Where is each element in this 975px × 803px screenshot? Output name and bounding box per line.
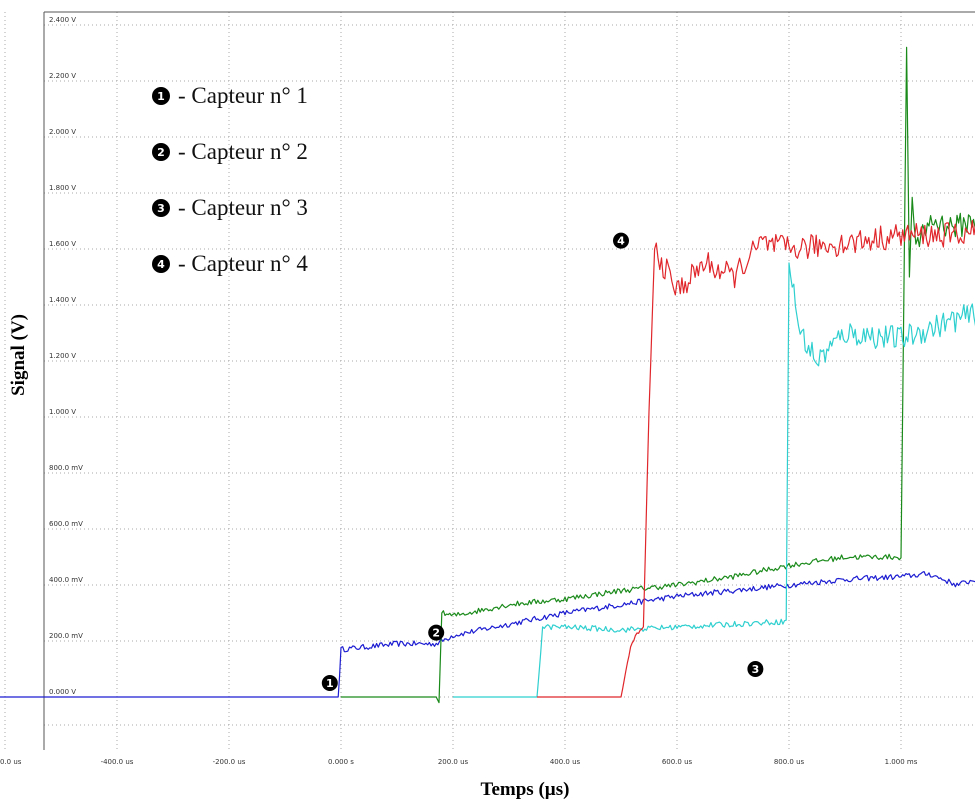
legend-label: - Capteur n° 2 [178,139,308,164]
y-tick-label-1: 200.0 mV [49,632,83,640]
x-tick-label-1: -600.0 us [0,758,22,766]
legend-badge-circle [152,87,170,105]
y-tick-label-6: 1.200 V [49,352,76,360]
legend-entry-4: 4 - Capteur n° 4 [152,251,308,276]
y-tick-label-10: 2.000 V [49,128,76,136]
series-line-3 [453,262,975,698]
series-line-4 [537,220,975,698]
x-tick-label-2: -400.0 us [101,758,134,766]
y-tick-label-11: 2.200 V [49,72,76,80]
legend-badge-circle [152,199,170,217]
annotation-badge-number: 1 [326,677,334,690]
y-tick-label-9: 1.800 V [49,184,76,192]
x-axis-title: Temps (µs) [481,779,570,800]
y-tick-label-8: 1.600 V [49,240,76,248]
legend-label: - Capteur n° 3 [178,195,308,220]
legend-label: - Capteur n° 4 [178,251,308,276]
legend-badge-number: 1 [157,90,165,103]
annotation-badge-3: 3 [747,661,764,677]
y-tick-label-4: 800.0 mV [49,464,83,472]
annotation-badge-circle [321,675,338,691]
annotation-badge-number: 4 [617,235,625,248]
series-lines [0,46,975,704]
y-axis-title: Signal (V) [8,314,29,396]
annotation-badge-number: 3 [752,663,760,676]
annotation-badge-1: 1 [321,675,338,691]
x-tick-label-8: 800.0 us [774,758,805,766]
x-tick-labels: .0 us-600.0 us-400.0 us-200.0 us0.000 s2… [0,758,918,766]
x-tick-label-4: 0.000 s [328,758,354,766]
annotation-badge-circle [428,624,445,641]
legend-entry-1: 1 - Capteur n° 1 [152,83,308,108]
legend-badge-number: 2 [157,146,165,159]
annotation-badge-2: 2 [428,624,445,641]
annotation-badge-number: 2 [432,627,440,640]
legend-badge-number: 4 [157,258,165,271]
x-tick-label-3: -200.0 us [213,758,246,766]
legend-entry-3: 3 - Capteur n° 3 [152,195,308,220]
legend-badge-circle [152,255,170,273]
annotation-badge-circle [747,661,764,677]
axes [43,11,975,750]
legend-badge-circle [152,143,170,161]
legend-entry-2: 2 - Capteur n° 2 [152,139,308,164]
y-tick-label-12: 2.400 V [49,16,76,24]
grid [4,12,975,750]
annotation-badge-4: 4 [613,232,629,249]
y-tick-label-5: 1.000 V [49,408,76,416]
y-tick-label-0: 0.000 V [49,688,76,696]
legend: 1 - Capteur n° 1 2 - Capteur n° 2 3 - Capteur… [152,83,308,276]
x-tick-label-5: 200.0 us [438,758,469,766]
y-tick-label-7: 1.400 V [49,296,76,304]
y-tick-label-3: 600.0 mV [49,520,83,528]
x-tick-label-6: 400.0 us [550,758,581,766]
annotation-badge-circle [613,232,629,249]
y-tick-label-2: 400.0 mV [49,576,83,584]
annotations: 1 2 3 4 [321,232,764,691]
x-tick-label-9: 1.000 ms [885,758,918,766]
legend-badge-number: 3 [157,202,165,215]
series-line-1 [0,571,975,698]
y-tick-labels: 0.000 V 200.0 mV 400.0 mV 600.0 mV 800.0 mV 1… [49,16,83,696]
x-tick-label-7: 600.0 us [662,758,693,766]
series-line-2 [341,46,975,704]
legend-label: - Capteur n° 1 [178,83,308,108]
